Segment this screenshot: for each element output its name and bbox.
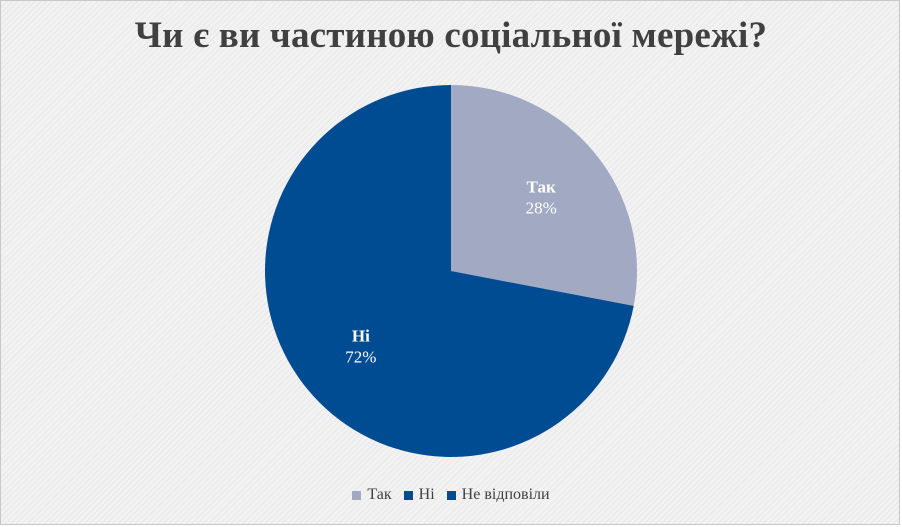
legend-item-tak: Так — [352, 486, 392, 504]
legend-item-ni: Ні — [403, 486, 435, 504]
chart-title: Чи є ви частиною соціальної мережі? — [134, 15, 768, 56]
data-label-category: Так — [527, 177, 556, 196]
legend-label-ni: Ні — [418, 486, 435, 503]
legend-label-tak: Так — [367, 486, 392, 503]
pie-slice-tak — [451, 85, 638, 306]
legend: Так Ні Не відповіли — [0, 486, 902, 504]
legend-item-no-answer: Не відповіли — [446, 486, 550, 504]
legend-label-no-answer: Не відповіли — [461, 486, 550, 503]
legend-swatch-tak — [352, 490, 362, 500]
data-label-category: Ні — [352, 327, 370, 346]
pie-slice-ni — [265, 85, 634, 457]
data-label-value: 72% — [345, 348, 376, 367]
legend-swatch-no-answer — [446, 490, 456, 500]
legend-swatch-ni — [403, 490, 413, 500]
data-label-value: 28% — [526, 198, 557, 217]
